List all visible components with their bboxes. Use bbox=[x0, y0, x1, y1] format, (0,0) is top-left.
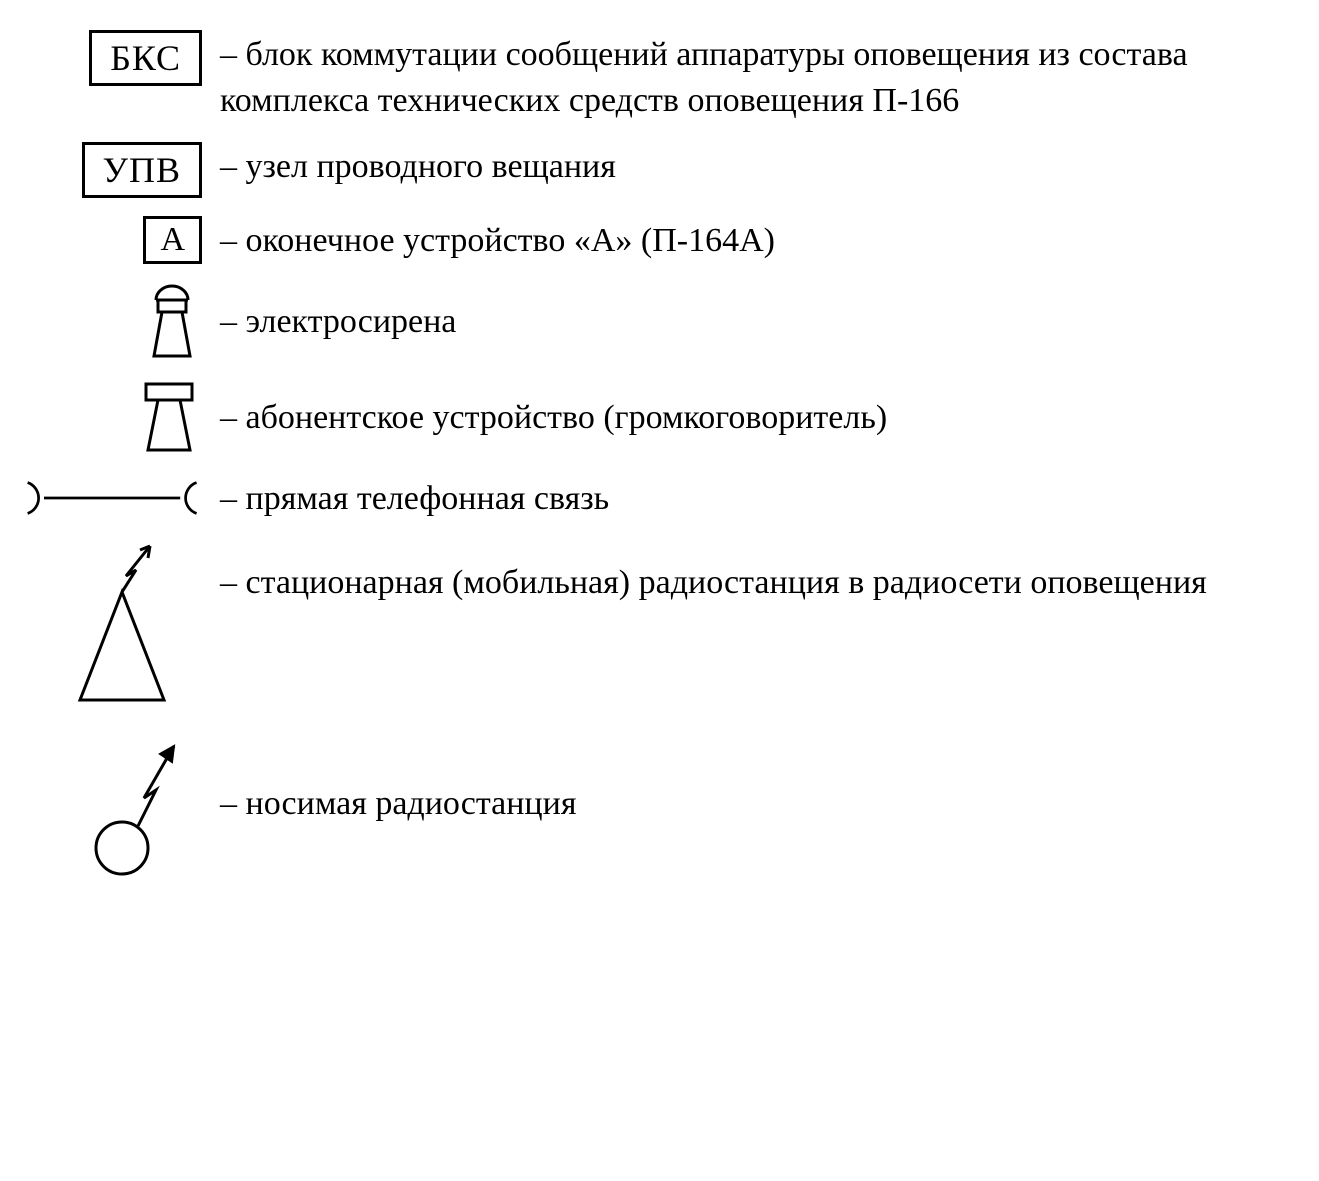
loudspeaker-icon bbox=[136, 378, 202, 456]
phone-link-icon bbox=[24, 475, 202, 521]
symbol-cell bbox=[20, 282, 220, 360]
symbol-cell bbox=[20, 378, 220, 456]
legend-row: – абонентское устройство (громкоговорите… bbox=[20, 378, 1299, 456]
legend-row: БКС – блок коммутации сообщений аппарату… bbox=[20, 30, 1299, 124]
symbol-cell: БКС bbox=[20, 30, 220, 86]
radio-triangle-icon bbox=[62, 540, 202, 710]
symbol-cell bbox=[20, 475, 220, 521]
symbol-cell: УПВ bbox=[20, 142, 220, 198]
box-symbol-bks: БКС bbox=[89, 30, 202, 86]
legend-row: – электросирена bbox=[20, 282, 1299, 360]
symbol-cell bbox=[20, 728, 220, 878]
siren-icon bbox=[142, 282, 202, 360]
description-text: – стационарная (мобильная) радиостанция … bbox=[220, 540, 1299, 606]
description-text: – электросирена bbox=[220, 297, 1299, 345]
radio-portable-icon bbox=[82, 728, 202, 878]
symbol-cell bbox=[20, 540, 220, 710]
legend-row: – стационарная (мобильная) радиостанция … bbox=[20, 540, 1299, 710]
description-text: – прямая телефонная связь bbox=[220, 474, 1299, 522]
description-text: – оконечное устройство «А» (П-164А) bbox=[220, 216, 1299, 264]
box-symbol-upv: УПВ bbox=[82, 142, 203, 198]
legend-row: А – оконечное устройство «А» (П-164А) bbox=[20, 216, 1299, 264]
legend-row: УПВ – узел проводного вещания bbox=[20, 142, 1299, 198]
description-text: – носимая радиостанция bbox=[220, 779, 1299, 827]
description-text: – узел проводного вещания bbox=[220, 142, 1299, 190]
legend-row: – прямая телефонная связь bbox=[20, 474, 1299, 522]
box-symbol-a: А bbox=[143, 216, 202, 264]
description-text: – абонентское устройство (громкоговорите… bbox=[220, 393, 1299, 441]
symbol-cell: А bbox=[20, 216, 220, 264]
legend-row: – носимая радиостанция bbox=[20, 728, 1299, 878]
legend-container: БКС – блок коммутации сообщений аппарату… bbox=[20, 30, 1299, 896]
description-text: – блок коммутации сообщений аппаратуры о… bbox=[220, 30, 1299, 124]
